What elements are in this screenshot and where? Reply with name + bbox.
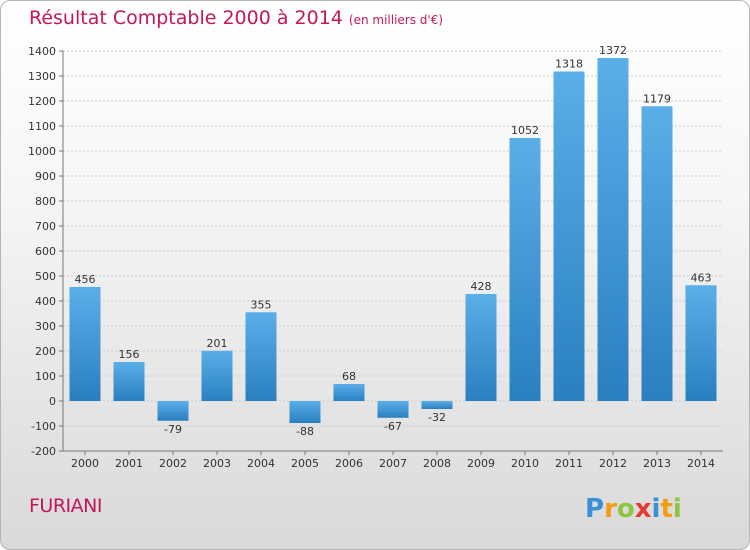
data-label-2012: 1372 [599, 44, 627, 57]
y-tick-label: 1200 [28, 95, 56, 108]
data-label-2008: -32 [428, 411, 446, 424]
bar-2008 [421, 401, 453, 409]
bars [69, 58, 717, 423]
x-tick-label: 2013 [643, 457, 671, 470]
y-tick-label: 1300 [28, 70, 56, 83]
data-label-2013: 1179 [643, 92, 671, 105]
y-tick-label: 800 [35, 195, 56, 208]
y-tick-label: 500 [35, 270, 56, 283]
y-tick-label: 900 [35, 170, 56, 183]
chart-title: Résultat Comptable 2000 à 2014 (en millie… [29, 7, 443, 29]
x-tick-label: 2001 [115, 457, 143, 470]
data-label-2002: -79 [164, 423, 182, 436]
data-label-2009: 428 [471, 280, 492, 293]
y-tick-label: -200 [31, 445, 56, 458]
chart-subtitle: (en milliers d'€) [348, 13, 444, 27]
data-label-2000: 456 [75, 273, 96, 286]
x-tick-label: 2011 [555, 457, 583, 470]
data-label-2005: -88 [296, 425, 314, 438]
data-label-2010: 1052 [511, 124, 539, 137]
proxiti-logo: Proxiti [585, 494, 682, 524]
commune-name: FURIANI [29, 495, 102, 517]
y-tick-label: 200 [35, 345, 56, 358]
x-tick-label: 2004 [247, 457, 275, 470]
x-tick-label: 2009 [467, 457, 495, 470]
bar-2012 [597, 58, 629, 401]
y-tick-label: 100 [35, 370, 56, 383]
data-label-2003: 201 [207, 337, 228, 350]
y-tick-label: 600 [35, 245, 56, 258]
y-tick-label: 400 [35, 295, 56, 308]
y-tick-label: 1100 [28, 120, 56, 133]
data-label-2011: 1318 [555, 58, 583, 71]
bar-2005 [289, 401, 321, 423]
data-label-2014: 463 [691, 271, 712, 284]
x-tick-label: 2010 [511, 457, 539, 470]
bar-2004 [245, 312, 277, 401]
x-tick-label: 2005 [291, 457, 319, 470]
data-label-2004: 355 [251, 298, 272, 311]
y-tick-label: 700 [35, 220, 56, 233]
x-tick-label: 2012 [599, 457, 627, 470]
chart-title-text: Résultat Comptable 2000 à 2014 [29, 7, 343, 29]
bar-2000 [69, 287, 101, 401]
x-tick-label: 2000 [71, 457, 99, 470]
x-tick-label: 2008 [423, 457, 451, 470]
bar-2011 [553, 71, 585, 401]
bar-2007 [377, 401, 409, 418]
bar-2006 [333, 384, 365, 401]
x-tick-label: 2014 [687, 457, 715, 470]
data-label-2007: -67 [384, 420, 402, 433]
x-tick-label: 2007 [379, 457, 407, 470]
bar-2002 [157, 401, 189, 421]
bar-2014 [685, 285, 717, 401]
y-tick-label: 1400 [28, 45, 56, 58]
bar-2001 [113, 362, 145, 401]
data-labels: 456 156 -79 201 355 -88 68 -67 -32 428 1052 1318 137… [75, 44, 712, 438]
bar-2013 [641, 106, 673, 401]
x-tick-label: 2002 [159, 457, 187, 470]
data-label-2006: 68 [342, 370, 356, 383]
bar-2009 [465, 294, 497, 401]
data-label-2001: 156 [119, 348, 140, 361]
y-tick-label: 300 [35, 320, 56, 333]
y-tick-label: -100 [31, 420, 56, 433]
bar-2010 [509, 138, 541, 401]
y-tick-label: 1000 [28, 145, 56, 158]
bar-2003 [201, 350, 233, 401]
svg-text:Proxiti: Proxiti [585, 494, 682, 524]
axes: -200 -100 0 100 200 300 400 500 600 700 800 900 1000… [28, 45, 723, 470]
x-tick-label: 2003 [203, 457, 231, 470]
x-tick-label: 2006 [335, 457, 363, 470]
y-tick-label: 0 [49, 395, 56, 408]
